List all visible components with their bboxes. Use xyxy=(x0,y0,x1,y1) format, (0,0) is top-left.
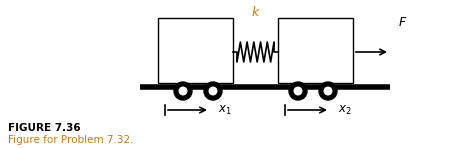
Circle shape xyxy=(289,82,307,100)
Text: FIGURE 7.36: FIGURE 7.36 xyxy=(8,123,81,133)
Circle shape xyxy=(319,82,337,100)
Text: $W_1$: $W_1$ xyxy=(185,44,205,59)
Bar xyxy=(158,18,233,83)
Circle shape xyxy=(294,87,302,95)
Bar xyxy=(278,18,353,83)
Circle shape xyxy=(209,87,217,95)
Circle shape xyxy=(174,82,192,100)
Circle shape xyxy=(179,87,187,95)
Text: $x_1$: $x_1$ xyxy=(218,103,232,117)
Text: $F$: $F$ xyxy=(398,16,407,29)
Text: $x_2$: $x_2$ xyxy=(338,103,352,117)
Text: $k$: $k$ xyxy=(251,5,261,19)
Text: $W_2$: $W_2$ xyxy=(306,44,325,59)
Circle shape xyxy=(204,82,222,100)
Circle shape xyxy=(324,87,332,95)
Text: Figure for Problem 7.32.: Figure for Problem 7.32. xyxy=(8,135,133,145)
